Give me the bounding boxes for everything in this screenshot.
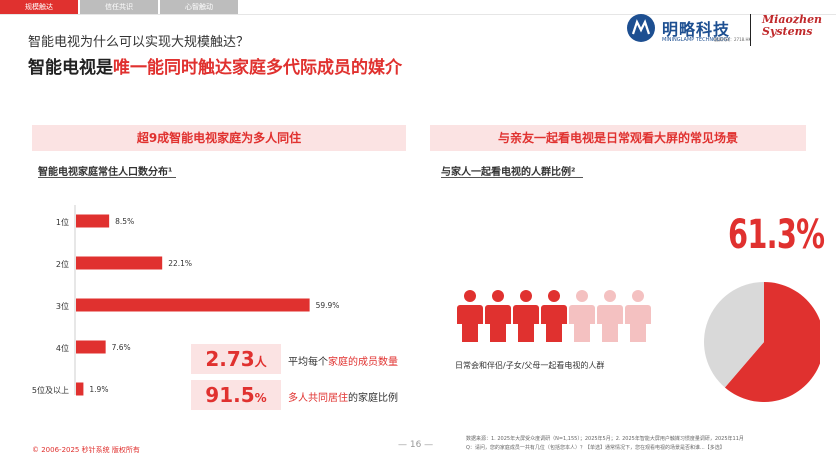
stat-label-post: 的家庭比例 xyxy=(348,393,398,404)
bar-mark xyxy=(76,340,106,354)
page-title: 智能电视是唯一能同时触达家庭多代际成员的媒介 xyxy=(28,53,402,78)
logo-mark-icon xyxy=(627,14,655,42)
bar-value-label: 22.1% xyxy=(168,259,192,268)
person-icon xyxy=(569,305,595,342)
title-highlight: 唯一能同时触达家庭多代际成员的媒介 xyxy=(113,58,402,78)
source-line-1: 数据来源：1. 2025年大屏受众度调研（N=1,155）；2025年5月；2.… xyxy=(466,436,744,442)
page-number: — 16 — xyxy=(398,440,434,450)
logo-stock-code: 股票代码：2718.HK xyxy=(714,37,752,42)
bar-category-label: 2位 xyxy=(56,259,69,269)
stat-label-pre: 平均每个 xyxy=(288,357,328,368)
stat-unit: % xyxy=(254,391,267,405)
bar-value-label: 1.9% xyxy=(89,385,108,394)
person-icon xyxy=(485,305,511,342)
tab-reach[interactable]: 规模触达 xyxy=(0,0,78,14)
together-watch-pct: 61.3% xyxy=(728,212,825,258)
stat-label-multi-living: 多人共同居住的家庭比例 xyxy=(288,389,398,404)
stat-unit: 人 xyxy=(254,355,267,369)
nav-divider xyxy=(0,14,836,15)
bar-mark xyxy=(76,256,163,270)
person-icon xyxy=(632,290,644,302)
stat-number: 2.73 xyxy=(205,347,255,371)
pie-slice-together xyxy=(724,282,825,403)
bar-category-label: 1位 xyxy=(56,217,69,227)
person-icon xyxy=(520,290,532,302)
tab-list: 规模触达 信任共识 心智触动 xyxy=(0,0,240,14)
pie-edge-mask xyxy=(820,260,836,430)
logo-en-text: MININGLAMP TECHNOLOGY xyxy=(662,37,731,43)
people-caption: 日常会和伴侣/子女/父母一起看电视的人群 xyxy=(455,361,605,370)
title-prefix: 智能电视是 xyxy=(28,58,113,78)
miaozhen-line1: Miaozhen xyxy=(762,13,823,26)
logo-divider xyxy=(750,14,751,46)
miaozhen-line2: Systems xyxy=(762,25,813,38)
pie-slice-other xyxy=(704,282,764,388)
bar-value-label: 8.5% xyxy=(115,217,134,226)
left-subtitle-underline xyxy=(38,177,176,178)
tab-trust[interactable]: 信任共识 xyxy=(80,0,158,14)
stat-number: 91.5 xyxy=(205,383,255,407)
top-nav: 规模触达 信任共识 心智触动 xyxy=(0,0,836,15)
company-logo: 明略科技 MININGLAMP TECHNOLOGY 股票代码：2718.HK … xyxy=(626,10,826,50)
data-source-note: 数据来源：1. 2025年大屏受众度调研（N=1,155）；2025年5月；2.… xyxy=(466,435,816,453)
bar-category-label: 4位 xyxy=(56,343,69,353)
bar-category-label: 5位及以上 xyxy=(32,385,69,395)
stat-label-hl: 多人共同居住 xyxy=(288,393,348,404)
stat-value: 2.73人 xyxy=(191,344,281,377)
stat-label-avg-members: 平均每个家庭的成员数量 xyxy=(288,353,398,368)
left-chart-subtitle: 智能电视家庭常住人口数分布¹ xyxy=(38,167,173,178)
stat-box-multi-living: 91.5% xyxy=(191,380,281,410)
bar-mark xyxy=(76,214,110,228)
person-icon xyxy=(576,290,588,302)
page-question: 智能电视为什么可以实现大规模触达？ xyxy=(28,35,250,50)
source-line-2: Q：请问，您的家庭成员一共有几位（包括您本人）？【单选】通常情况下，您在观看电视… xyxy=(466,445,725,451)
person-icon xyxy=(492,290,504,302)
bar-category-label: 3位 xyxy=(56,301,69,311)
stat-label-hl: 家庭的成员数量 xyxy=(328,357,398,368)
person-icon xyxy=(597,305,623,342)
tab-mind[interactable]: 心智触动 xyxy=(160,0,238,14)
logo-cn-text: 明略科技 xyxy=(662,20,731,39)
person-icon xyxy=(548,290,560,302)
person-icon xyxy=(604,290,616,302)
bar-value-label: 59.9% xyxy=(316,301,340,310)
right-chart-subtitle: 与家人一起看电视的人群比例² xyxy=(441,167,576,178)
stat-box-avg-members: 2.73人 xyxy=(191,344,281,374)
bar-value-label: 7.6% xyxy=(112,343,131,352)
person-icon xyxy=(464,290,476,302)
person-icon xyxy=(457,305,483,342)
person-icon xyxy=(541,305,567,342)
miaozhen-logo: Miaozhen Systems xyxy=(762,14,822,38)
person-icon xyxy=(513,305,539,342)
bar-mark xyxy=(76,298,310,312)
bar-mark xyxy=(76,382,84,396)
left-panel-title: 超9成智能电视家庭为多人同住 xyxy=(32,125,406,151)
stat-value: 91.5% xyxy=(191,380,281,413)
right-panel-title: 与亲友一起看电视是日常观看大屏的常见场景 xyxy=(430,125,806,151)
copyright: © 2006-2025 秒针系统 版权所有 xyxy=(32,446,140,454)
person-icon xyxy=(625,305,651,342)
right-subtitle-underline xyxy=(441,177,583,178)
